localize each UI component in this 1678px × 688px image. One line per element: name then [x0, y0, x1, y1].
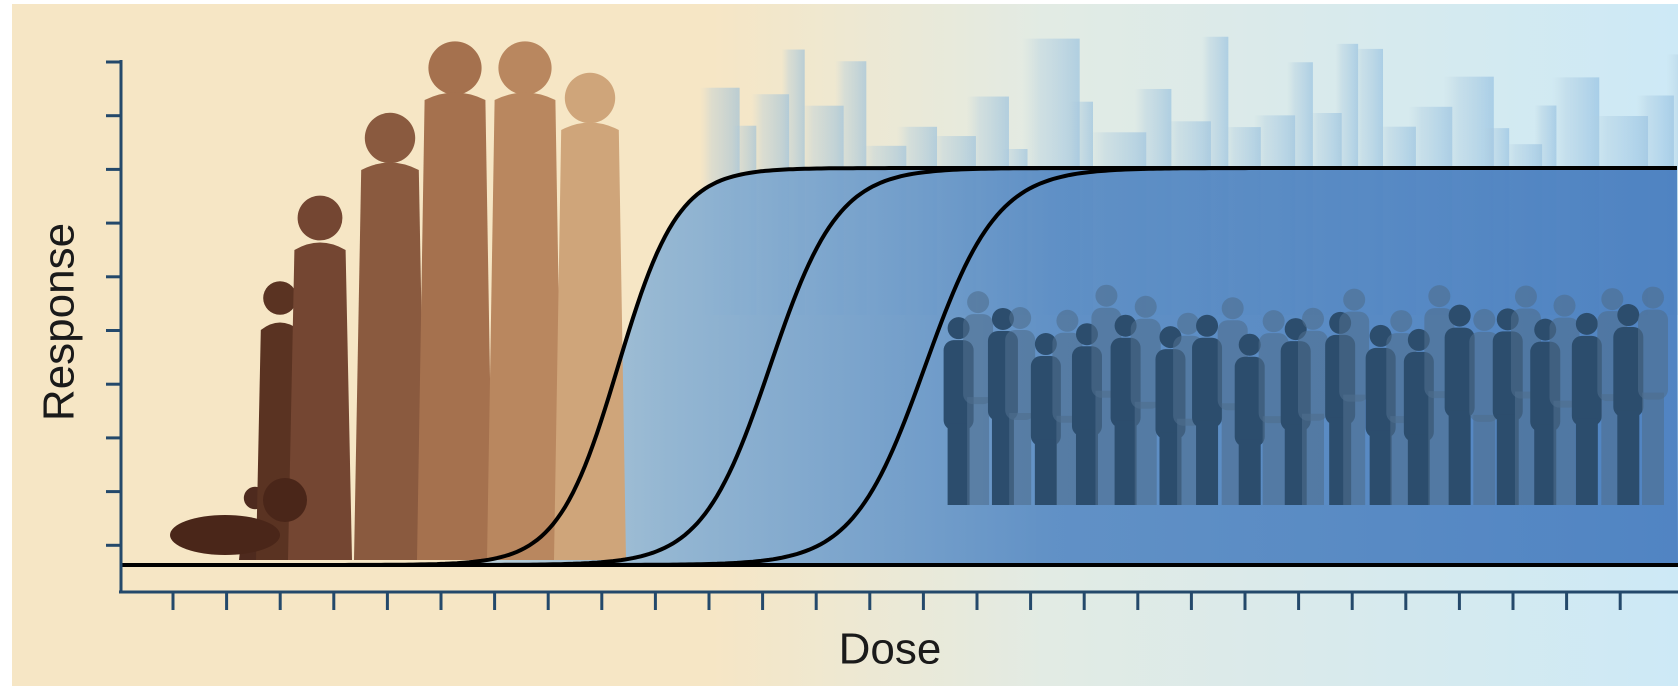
legs: [1115, 421, 1137, 505]
legs: [1343, 395, 1365, 505]
head: [1056, 310, 1078, 332]
body: [1005, 330, 1035, 420]
legs: [948, 423, 970, 505]
legs: [1177, 419, 1199, 505]
legs: [1642, 393, 1664, 505]
legs: [1135, 402, 1157, 505]
head: [1642, 287, 1664, 309]
body: [1298, 331, 1328, 421]
head: [1576, 313, 1598, 335]
legs: [1534, 425, 1556, 505]
legs: [1473, 415, 1495, 505]
head: [365, 113, 415, 163]
head: [1428, 285, 1450, 307]
head: [1554, 295, 1576, 317]
legs: [1576, 419, 1598, 505]
dose-response-illustration: Response Dose: [0, 0, 1678, 688]
head: [1095, 285, 1117, 307]
body: [554, 123, 626, 561]
legs: [1035, 439, 1057, 505]
head: [298, 196, 343, 241]
head: [1617, 304, 1639, 326]
legs: [1370, 431, 1392, 505]
x-axis-label: Dose: [839, 625, 942, 674]
body: [1339, 312, 1369, 402]
head: [1473, 309, 1495, 331]
head: [1601, 288, 1623, 310]
head: [1263, 310, 1285, 332]
legs: [1076, 429, 1098, 505]
head: [1222, 297, 1244, 319]
legs: [1196, 421, 1218, 505]
legs: [1449, 411, 1471, 505]
head: [1390, 310, 1412, 332]
page: Response Dose (() => { const data = JSON…: [0, 0, 1678, 688]
head: [1135, 296, 1157, 318]
head: [428, 41, 481, 94]
head: [1302, 308, 1324, 330]
body: [1638, 310, 1668, 400]
body: [1192, 338, 1222, 428]
body: [487, 93, 563, 561]
y-axis-label: Response: [35, 223, 84, 421]
head: [565, 73, 615, 123]
head: [263, 281, 297, 315]
head: [967, 291, 989, 313]
body: [417, 93, 493, 561]
head: [1009, 307, 1031, 329]
legs: [1009, 413, 1031, 505]
head: [1196, 315, 1218, 337]
legs: [1617, 410, 1639, 505]
body: [354, 163, 426, 561]
legs: [1302, 414, 1324, 505]
head: [1343, 289, 1365, 311]
head: [1177, 313, 1199, 335]
legs: [1408, 435, 1430, 505]
head: [1449, 305, 1471, 327]
crawling-baby: [170, 515, 280, 555]
legs: [1263, 416, 1285, 505]
head: [498, 41, 551, 94]
baby-head: [263, 478, 307, 522]
legs: [1239, 440, 1261, 505]
legs: [967, 397, 989, 505]
head: [1515, 286, 1537, 308]
head: [1239, 334, 1261, 356]
